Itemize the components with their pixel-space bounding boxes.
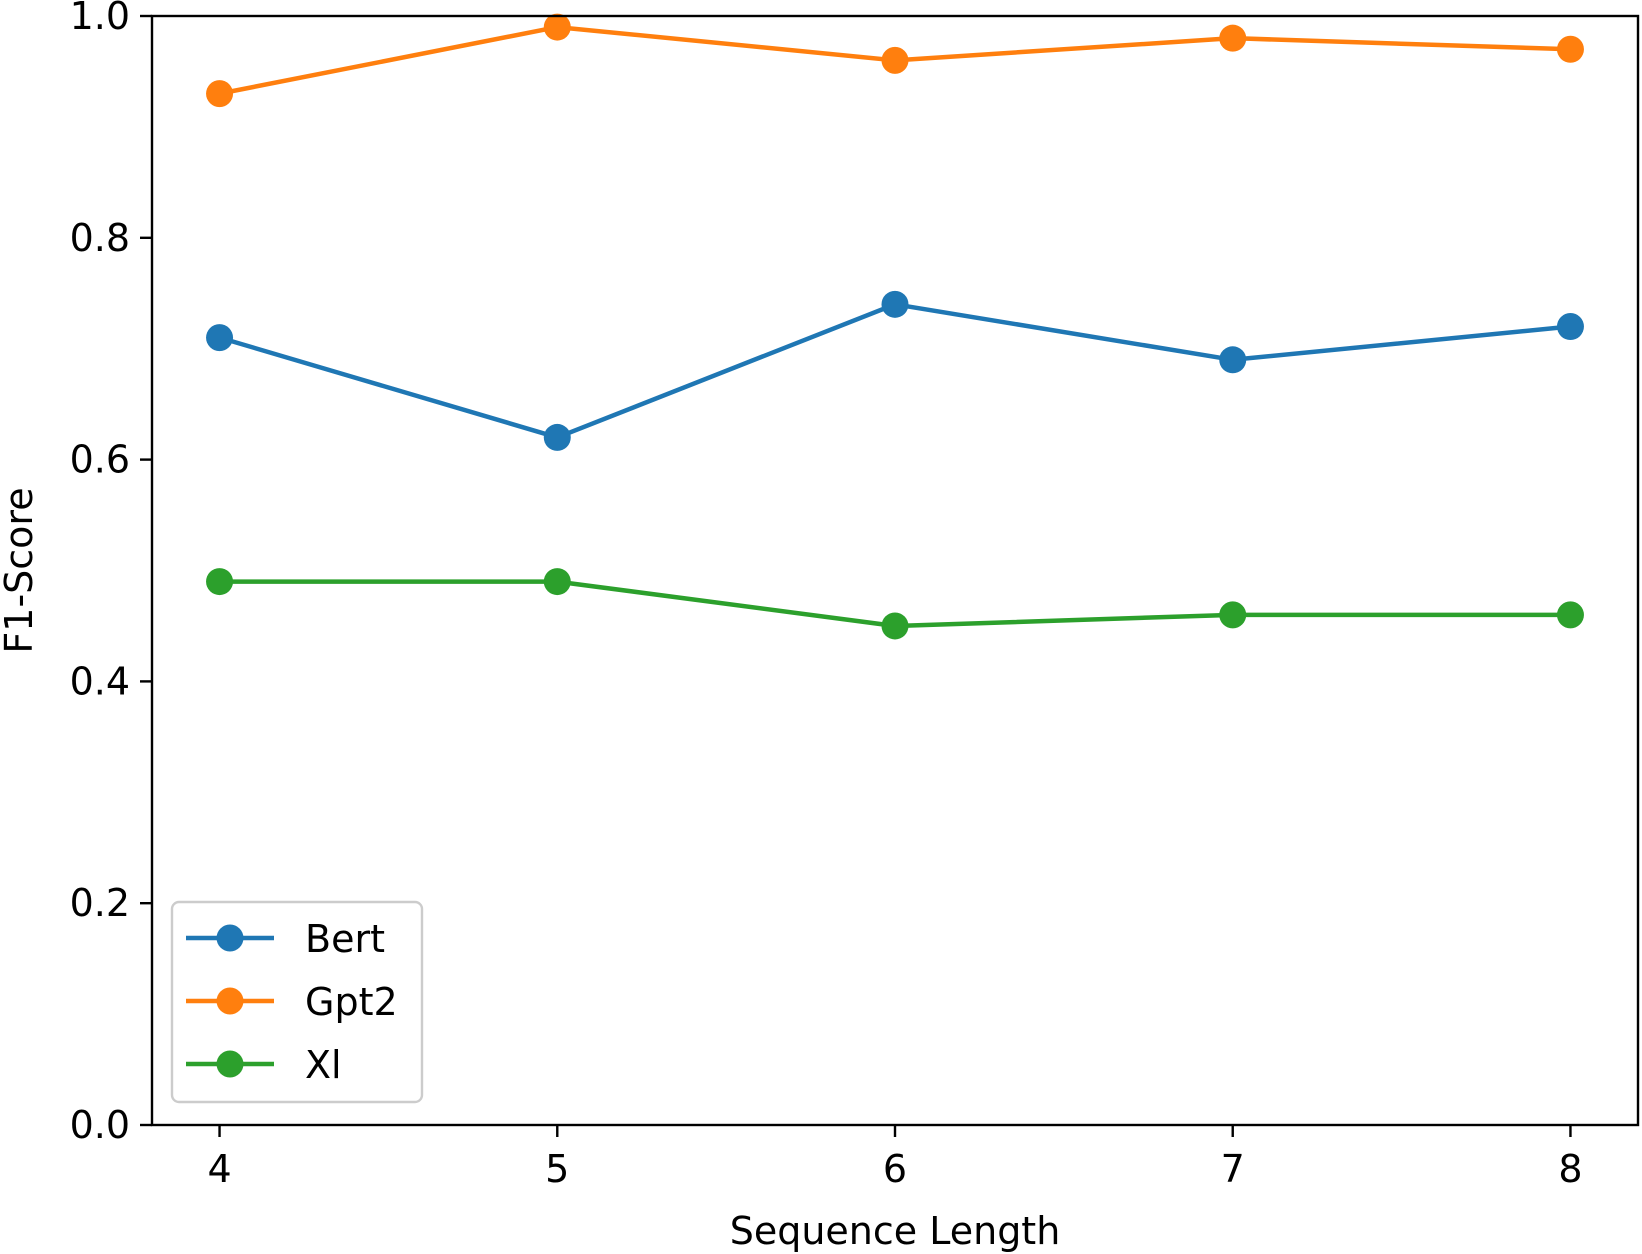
legend-marker: [216, 987, 244, 1015]
data-point: [1556, 35, 1584, 63]
data-point: [206, 568, 234, 596]
data-point: [881, 290, 909, 318]
data-point: [1219, 24, 1247, 52]
series-bert: [206, 290, 1584, 451]
data-point: [1219, 601, 1247, 629]
legend: Bert Gpt2 Xl: [170, 900, 424, 1104]
y-tick-label: 0.2: [70, 881, 130, 925]
data-point: [543, 568, 571, 596]
legend-label: Bert: [305, 917, 385, 961]
x-axis-label: Sequence Length: [730, 1209, 1061, 1253]
data-point: [543, 13, 571, 41]
y-tick-label: 1.0: [70, 0, 130, 38]
x-tick-label: 7: [1221, 1147, 1245, 1191]
data-point: [206, 80, 234, 108]
data-point: [543, 423, 571, 451]
y-tick-label: 0.4: [70, 659, 130, 703]
x-tick-label: 4: [207, 1147, 231, 1191]
data-point: [1219, 346, 1247, 374]
x-tick-label: 5: [545, 1147, 569, 1191]
data-point: [881, 46, 909, 74]
legend-marker: [216, 924, 244, 952]
legend-marker: [216, 1050, 244, 1078]
series-line: [218, 302, 1571, 440]
series-xl: [206, 568, 1584, 640]
legend-label: Gpt2: [305, 980, 398, 1024]
legend-item: Gpt2: [186, 980, 398, 1024]
legend-item: Bert: [186, 917, 385, 961]
y-tick-label: 0.6: [70, 438, 130, 482]
data-point: [1556, 601, 1584, 629]
x-axis: 4 5 6 7 8: [207, 1125, 1583, 1191]
series-layer: [206, 13, 1584, 640]
x-tick-label: 6: [883, 1147, 907, 1191]
y-axis: 0.0 0.2 0.4 0.6 0.8 1.0: [70, 0, 152, 1147]
legend-item: Xl: [186, 1043, 342, 1087]
y-axis-label: F1-Score: [0, 487, 41, 653]
series-gpt2: [206, 13, 1584, 108]
x-tick-label: 8: [1558, 1147, 1582, 1191]
data-point: [1556, 313, 1584, 341]
y-tick-label: 0.8: [70, 216, 130, 260]
y-tick-label: 0.0: [70, 1103, 130, 1147]
data-point: [881, 612, 909, 640]
legend-label: Xl: [305, 1043, 342, 1087]
data-point: [206, 324, 234, 352]
